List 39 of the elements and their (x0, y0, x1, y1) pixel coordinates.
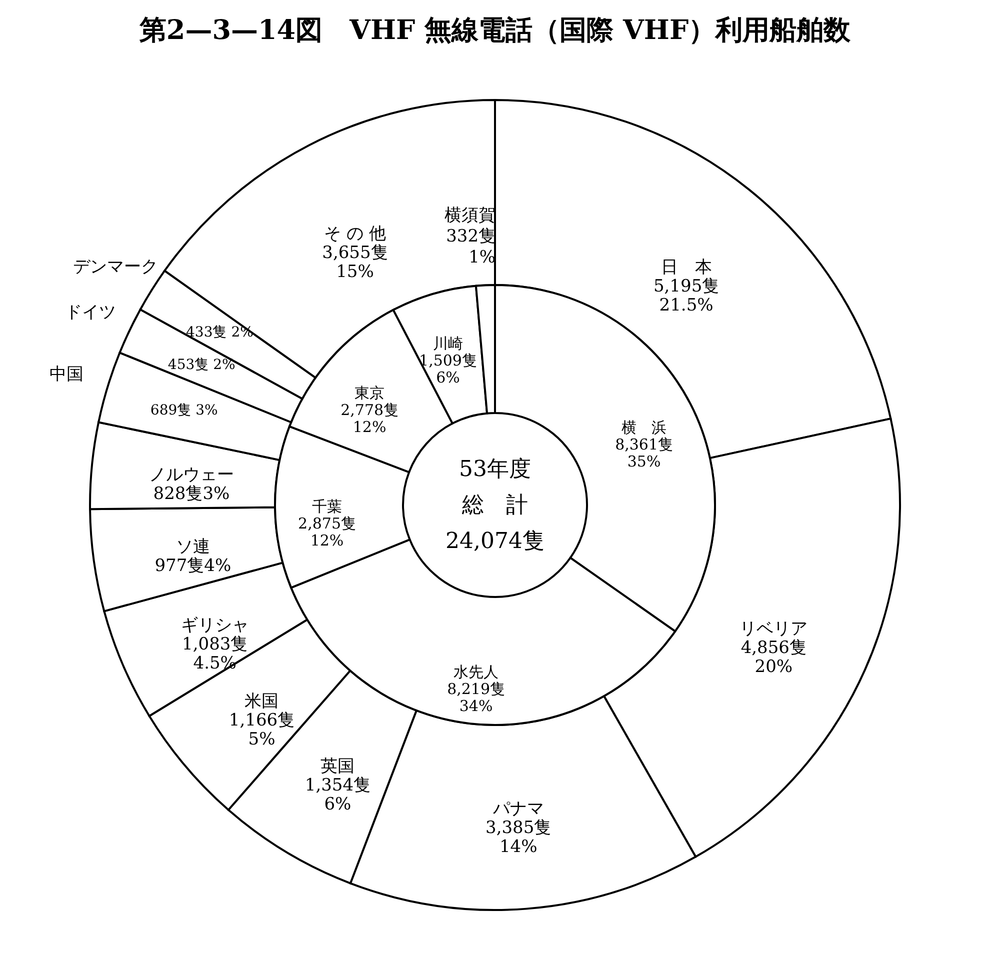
data-label: 1,166隻 5% (228, 710, 295, 750)
text: 総 計 (461, 493, 528, 518)
data-label: 5,195隻 21.5% (653, 276, 720, 316)
text: 24,074隻 (446, 529, 544, 554)
slice-label: 横 浜 (622, 418, 667, 436)
data-label: 3,385隻 14% (486, 818, 552, 858)
slice-label: 日 本 (660, 257, 712, 278)
slice-label: 中国 (49, 364, 84, 384)
text: 53年度 (459, 457, 531, 482)
slice-label: デンマーク (73, 256, 158, 277)
data-label: 1,509隻 6% (419, 352, 477, 387)
data-label: 1,354隻 6% (304, 775, 371, 814)
data-label: 977隻4% (154, 556, 232, 576)
slice-label: 千葉 (312, 498, 342, 516)
data-label: 2,875隻 12% (298, 514, 356, 550)
slice-label: ドイツ (65, 302, 116, 322)
data-label: 8,361隻 35% (615, 435, 674, 470)
slice-label: 東京 (354, 384, 385, 402)
slice-label: そ の 他 (324, 224, 386, 244)
chart-title: 第2—3—14図 VHF 無線電話（国際 VHF）利用船舶数 (138, 15, 852, 46)
data-label: 689隻 3% (150, 402, 218, 418)
data-label: 2,778隻 12% (340, 401, 399, 436)
data-label: 3,655隻 15% (322, 243, 388, 282)
slice-label: リベリア (740, 619, 808, 640)
slice-label: パナマ (492, 799, 544, 820)
data-label: 332隻 1% (446, 226, 496, 268)
data-label: 828隻3% (153, 484, 230, 504)
slice-label: 英国 (320, 756, 355, 776)
data-label: 453隻 2% (168, 357, 236, 374)
slice-label: 川崎 (432, 334, 463, 353)
slice-label: 水先人 (454, 662, 499, 681)
slice-label: 横須賀 (444, 205, 496, 226)
data-label: 1,083隻 4.5% (182, 634, 248, 674)
data-label: 8,219隻 34% (447, 680, 506, 715)
slice-label: ノルウェー (148, 465, 234, 486)
slice-label: ギリシャ (180, 616, 249, 636)
data-label: 4,856隻 20% (740, 638, 806, 678)
slice-label: 米国 (244, 692, 279, 712)
slice-label: ソ連 (176, 536, 210, 557)
